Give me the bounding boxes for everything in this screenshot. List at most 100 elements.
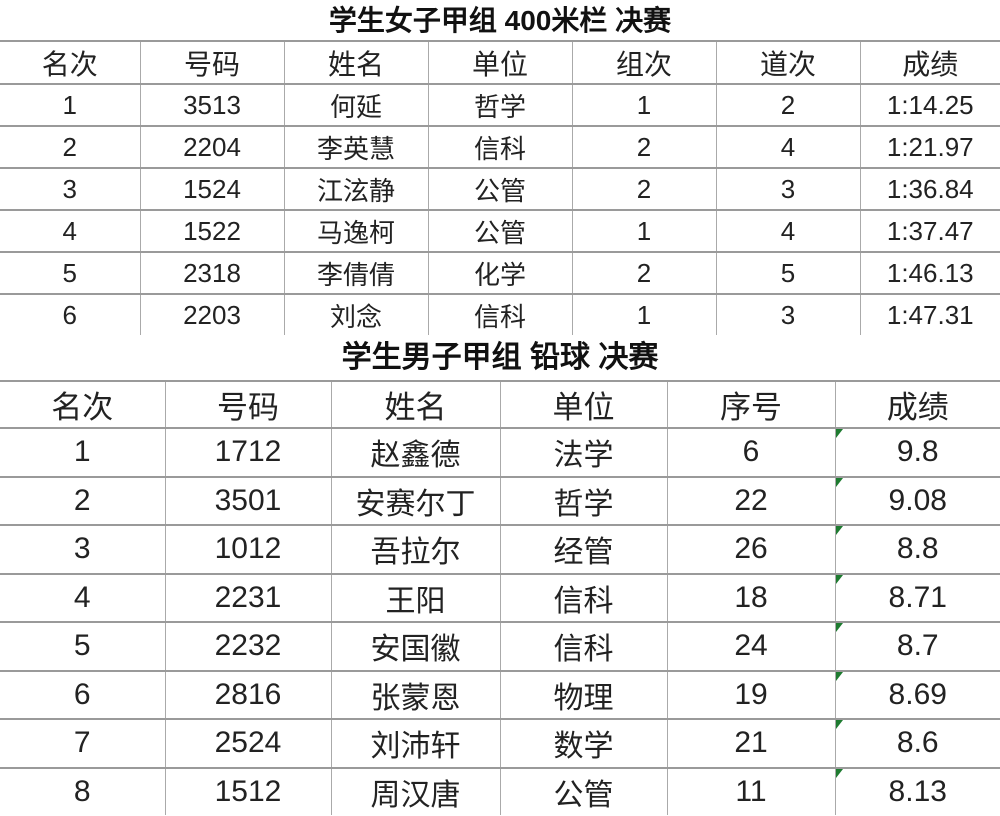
- cell-text: 8.7: [896, 629, 939, 663]
- table-row: 1 1712 赵鑫德 法学 6 9.8: [0, 427, 1000, 477]
- column-header: 单位: [499, 380, 667, 428]
- column-header: 成绩: [834, 380, 1000, 428]
- table-row: 5 2232 安国徽 信科 24 8.7: [0, 621, 1000, 671]
- column-header: 姓名: [330, 380, 500, 428]
- cell-text: 3: [62, 173, 77, 204]
- cell-5: 19: [666, 669, 835, 719]
- cell-text: 1: [73, 435, 91, 469]
- table-row: 6 2203 刘念 信科 1 3 1:47.31: [0, 293, 1000, 335]
- cell-text: 2: [62, 131, 77, 162]
- cell-5: 21: [666, 718, 835, 768]
- column-header: 名次: [0, 40, 140, 84]
- cell-6: 8.71: [834, 572, 1000, 622]
- cell-6: 8.13: [834, 766, 1000, 815]
- cell-text: 信科: [473, 133, 526, 164]
- cell-text: 刘沛轩: [370, 730, 461, 764]
- cell-2: 2816: [164, 669, 331, 719]
- cell-text: 1712: [214, 435, 282, 469]
- cell-5: 18: [666, 572, 835, 622]
- cell-text: 1: [636, 89, 652, 120]
- header-row: 名次 号码 姓名 单位 组次 道次 成绩: [0, 40, 1000, 84]
- table-row: 3 1524 江泫静 公管 2 3 1:36.84: [0, 167, 1000, 210]
- cell-3: 李倩倩: [283, 251, 428, 294]
- cell-text: 1: [636, 215, 652, 246]
- cell-3: 马逸柯: [283, 209, 428, 252]
- cell-1: 5: [0, 621, 165, 671]
- error-indicator-triangle-icon: [835, 768, 843, 778]
- cell-text: 2: [73, 483, 91, 517]
- cell-2: 3513: [139, 83, 284, 126]
- cell-text: 1:36.84: [886, 173, 974, 204]
- column-header: 组次: [571, 40, 716, 84]
- cell-3: 吾拉尔: [330, 524, 500, 574]
- cell-6: 9.8: [834, 427, 1000, 477]
- cell-5: 1: [571, 209, 716, 252]
- cell-text: 8: [73, 774, 91, 808]
- cell-text: 8.71: [888, 580, 947, 614]
- cell-1: 3: [0, 167, 140, 210]
- cell-5: 2: [571, 167, 716, 210]
- cell-text: 3: [780, 173, 796, 204]
- table-row: 6 2816 张蒙恩 物理 19 8.69: [0, 669, 1000, 719]
- cell-2: 2232: [164, 621, 331, 671]
- cell-6: 8.69: [834, 669, 1000, 719]
- cell-1: 2: [0, 475, 165, 525]
- cell-text: 何延: [329, 91, 382, 122]
- cell-text: 7: [73, 726, 91, 760]
- cell-text: 刘念: [329, 301, 382, 332]
- column-header: 号码: [139, 40, 284, 84]
- cell-4: 法学: [499, 427, 667, 477]
- cell-text: 2: [636, 131, 652, 162]
- cell-2: 1524: [139, 167, 284, 210]
- cell-text: 1522: [183, 215, 241, 246]
- column-header: 单位: [427, 40, 572, 84]
- cell-2: 1712: [164, 427, 331, 477]
- cell-5: 1: [571, 83, 716, 126]
- error-indicator-triangle-icon: [835, 671, 843, 681]
- cell-text: 1:14.25: [886, 89, 974, 120]
- cell-4: 信科: [427, 293, 572, 335]
- cell-1: 5: [0, 251, 140, 294]
- cell-6: 8.8: [834, 524, 1000, 574]
- cell-text: 经管: [553, 536, 614, 570]
- table-row: 8 1512 周汉唐 公管 11 8.13: [0, 766, 1000, 815]
- cell-text: 9.08: [888, 483, 947, 517]
- cell-text: 18: [734, 580, 768, 614]
- cell-7: 1:46.13: [859, 251, 1000, 294]
- cell-text: 4: [73, 580, 91, 614]
- cell-6: 8.7: [834, 621, 1000, 671]
- cell-text: 6: [73, 677, 91, 711]
- column-header: 姓名: [283, 40, 428, 84]
- column-header: 成绩: [859, 40, 1000, 84]
- cell-4: 化学: [427, 251, 572, 294]
- table-row: 2 3501 安赛尔丁 哲学 22 9.08: [0, 475, 1000, 525]
- cell-text: 哲学: [553, 487, 614, 521]
- cell-1: 6: [0, 293, 140, 335]
- cell-4: 信科: [499, 621, 667, 671]
- cell-3: 赵鑫德: [330, 427, 500, 477]
- cell-text: 8.6: [896, 726, 939, 760]
- cell-text: 19: [734, 677, 768, 711]
- cell-5: 22: [666, 475, 835, 525]
- column-header: 名次: [0, 380, 165, 428]
- cell-2: 2318: [139, 251, 284, 294]
- cell-text: 化学: [473, 259, 526, 290]
- error-indicator-triangle-icon: [835, 429, 843, 438]
- cell-7: 1:37.47: [859, 209, 1000, 252]
- cell-6: 8.6: [834, 718, 1000, 768]
- cell-text: 2: [780, 89, 796, 120]
- error-indicator-triangle-icon: [835, 720, 843, 729]
- cell-text: 1:37.47: [886, 215, 974, 246]
- cell-5: 11: [666, 766, 835, 815]
- error-indicator-triangle-icon: [835, 574, 843, 584]
- cell-text: 信科: [473, 301, 526, 332]
- error-indicator-triangle-icon: [835, 477, 843, 487]
- cell-6: 3: [715, 167, 860, 210]
- cell-text: 3501: [214, 483, 282, 517]
- cell-text: 4: [62, 215, 77, 246]
- cell-2: 2203: [139, 293, 284, 335]
- cell-text: 2231: [214, 580, 282, 614]
- cell-1: 4: [0, 209, 140, 252]
- cell-1: 1: [0, 83, 140, 126]
- cell-text: 9.8: [896, 435, 939, 469]
